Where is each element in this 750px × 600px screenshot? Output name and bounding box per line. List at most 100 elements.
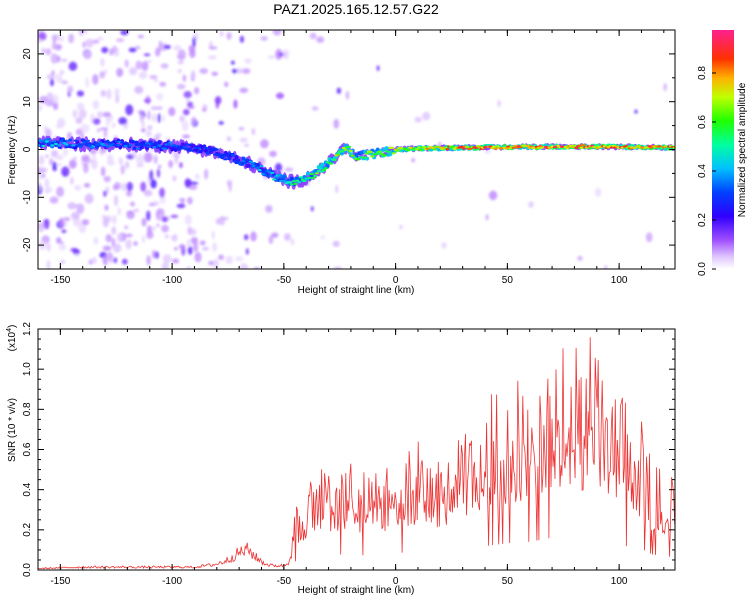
noise-blob <box>121 258 128 265</box>
svg-text:(x104): (x104) <box>6 325 18 352</box>
noise-blob <box>148 202 156 207</box>
noise-blob <box>81 154 90 162</box>
ridge-segment <box>316 169 321 173</box>
noise-blob <box>102 216 109 228</box>
noise-blob <box>215 218 221 225</box>
ridge-segment <box>157 144 162 147</box>
noise-blob <box>213 258 219 269</box>
noise-blob <box>202 246 210 251</box>
noise-blob <box>235 256 244 262</box>
noise-blob <box>92 118 101 125</box>
noise-blob <box>54 73 63 83</box>
noise-blob <box>170 214 179 219</box>
ridge-segment <box>581 144 586 147</box>
ridge-segment <box>105 145 110 148</box>
noise-blob <box>97 111 104 119</box>
ridge-segment <box>132 146 137 151</box>
ridge-segment <box>511 146 516 149</box>
ridge-segment <box>609 146 614 149</box>
noise-blob <box>145 130 152 137</box>
noise-blob <box>177 60 184 65</box>
ridge-segment <box>78 145 83 148</box>
ridge-segment <box>356 158 361 161</box>
noise-blob <box>44 189 50 194</box>
noise-blob <box>156 168 161 178</box>
ridge-segment <box>313 174 318 177</box>
noise-blob <box>192 36 196 48</box>
noise-blob <box>76 102 85 111</box>
x-tick-label: 100 <box>611 275 628 286</box>
ridge-segment <box>64 143 69 146</box>
noise-blob <box>219 30 224 37</box>
noise-blob <box>594 187 602 197</box>
ridge-segment <box>196 146 201 149</box>
noise-blob <box>156 92 164 101</box>
ridge-segment <box>311 176 316 179</box>
noise-blob <box>226 136 232 142</box>
noise-blob <box>159 81 167 87</box>
noise-blob <box>414 116 422 123</box>
noise-blob <box>251 128 256 136</box>
spectrogram-x-axis: -150 -100 -50 0 50 100 <box>37 30 665 286</box>
ridge-segment <box>52 140 57 143</box>
noise-blob <box>120 164 125 175</box>
noise-blob <box>168 160 174 168</box>
ridge-segment <box>491 145 496 148</box>
ridge-segment <box>71 144 76 147</box>
noise-blob <box>143 53 151 57</box>
ridge-segment <box>477 145 482 149</box>
noise-blob <box>218 254 225 261</box>
noise-blob <box>238 126 245 131</box>
noise-blob <box>114 87 120 96</box>
noise-blob <box>162 254 172 264</box>
ridge-segment <box>611 144 616 147</box>
ridge-segment <box>282 180 287 183</box>
noise-blob <box>52 161 57 172</box>
noise-blob <box>411 157 415 163</box>
noise-blob <box>38 38 44 43</box>
x-tick-label: -150 <box>50 275 70 286</box>
noise-blob <box>106 89 112 100</box>
noise-blob <box>173 45 182 51</box>
noise-blob <box>115 38 125 43</box>
ridge-segment <box>102 144 107 147</box>
noise-blob <box>218 121 224 125</box>
ridge-segment <box>488 145 493 148</box>
ridge-segment <box>350 154 355 157</box>
ridge-segment <box>263 174 268 177</box>
noise-blob <box>52 94 59 104</box>
noise-blob <box>577 255 583 261</box>
noise-blob <box>155 47 161 57</box>
colorbar-tick-label: 0.6 <box>697 115 708 129</box>
noise-blob <box>46 92 54 102</box>
ridge-segment <box>211 149 216 152</box>
noise-blob <box>172 175 177 182</box>
ridge-segment <box>282 174 287 179</box>
ridge-segment <box>80 143 85 146</box>
ridge-segment <box>504 147 509 150</box>
noise-blob <box>74 184 82 191</box>
noise-blob <box>161 262 170 269</box>
noise-blob <box>140 128 146 133</box>
spectrogram-y-axis: -20 -10 0 10 20 <box>22 29 675 270</box>
noise-blob <box>634 109 638 114</box>
noise-blob <box>311 106 319 111</box>
x-tick-label: 50 <box>502 275 514 286</box>
noise-blob <box>45 128 52 138</box>
ridge-segment <box>493 147 498 150</box>
noise-blob <box>528 201 534 208</box>
ridge-segment <box>221 153 226 156</box>
ridge-segment <box>239 163 244 166</box>
noise-blob <box>267 55 275 60</box>
noise-blob <box>176 83 186 90</box>
noise-blob <box>244 58 252 64</box>
x-tick-label: 0 <box>393 275 399 286</box>
noise-blob <box>38 155 45 166</box>
noise-blob <box>133 241 138 246</box>
noise-blob <box>214 96 222 105</box>
x-tick-label: 0 <box>393 576 399 587</box>
ridge-segment <box>152 146 157 149</box>
x-tick-label: -100 <box>162 576 182 587</box>
snr-panel: -150 -100 -50 0 50 100 0.00.20.40.60.81.01.2 … <box>6 322 676 596</box>
